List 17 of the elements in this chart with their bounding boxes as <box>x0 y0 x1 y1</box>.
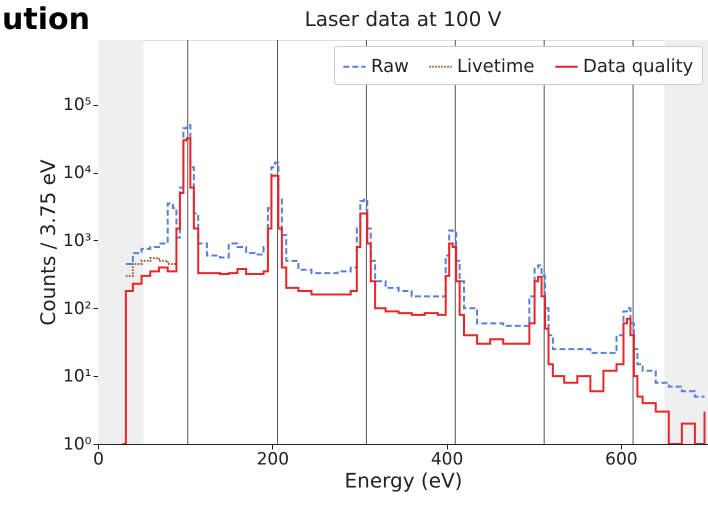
x-tick-label: 400 <box>430 450 464 470</box>
y-tick-label: 10³ <box>63 230 92 251</box>
text: ution <box>2 2 90 37</box>
legend-label: Data quality <box>583 56 694 77</box>
y-axis-title: Counts / 3.75 eV <box>36 159 60 326</box>
x-tick-label: 200 <box>256 450 290 470</box>
x-tick-label: 600 <box>605 450 638 470</box>
x-tick-label: 0 <box>93 450 104 470</box>
legend-label: Raw <box>371 56 409 77</box>
chart-title: Laser data at 100 V <box>304 7 502 31</box>
y-tick-label: 10¹ <box>63 366 92 387</box>
x-axis-title: Energy (eV) <box>344 468 462 492</box>
y-tick-label: 10⁵ <box>63 95 92 116</box>
y-tick-label: 10⁴ <box>63 163 92 184</box>
y-tick-label: 10² <box>63 298 92 319</box>
y-tick-label: 10⁰ <box>63 434 92 454</box>
legend-label: Livetime <box>457 56 534 77</box>
